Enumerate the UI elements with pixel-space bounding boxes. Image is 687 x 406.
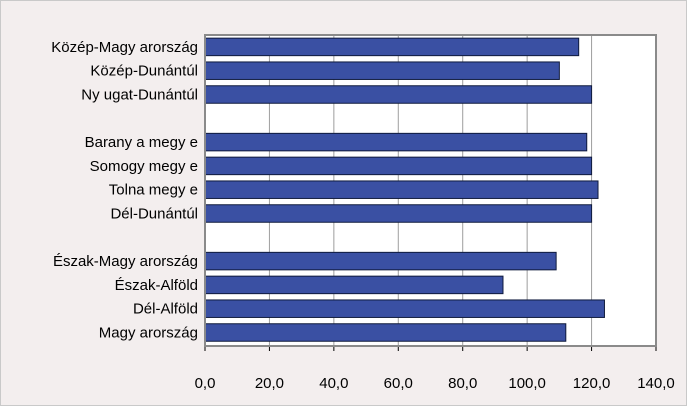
x-tick-label: 60,0: [384, 375, 413, 392]
bar: [204, 180, 599, 199]
bar: [204, 85, 593, 104]
category-label: Magy arország: [99, 325, 198, 342]
bar: [204, 275, 504, 295]
bar: [204, 323, 567, 342]
x-tick-label: 120,0: [573, 375, 611, 392]
category-label: Közép-Magy arország: [51, 39, 198, 56]
x-tick-label: 20,0: [255, 375, 284, 392]
bar: [204, 61, 560, 80]
category-label: Somogy megy e: [90, 158, 198, 175]
x-tick-label: 0,0: [195, 375, 216, 392]
category-label: Közép-Dunántúl: [90, 63, 198, 80]
category-label: Dél-Dunántúl: [110, 206, 198, 223]
bar: [204, 37, 580, 57]
category-label: Barany a megy e: [85, 134, 198, 151]
bar: [204, 156, 593, 176]
x-tick-label: 40,0: [319, 375, 348, 392]
bar: [204, 251, 557, 271]
category-labels: Közép-Magy arország Közép-Dunántúl Ny ugat…: [51, 39, 198, 342]
bar: [204, 132, 588, 152]
category-label: Tolna megy e: [109, 182, 198, 199]
bar: [204, 299, 605, 318]
plot-border: [204, 34, 657, 347]
category-label: Észak-Magy arország: [53, 253, 198, 270]
x-tick-label: 100,0: [508, 375, 546, 392]
category-label: Ny ugat-Dunántúl: [81, 87, 198, 104]
bar: [204, 204, 593, 223]
x-tick-label: 80,0: [448, 375, 477, 392]
category-label: Észak-Alföld: [115, 277, 198, 294]
bars: [204, 37, 605, 342]
category-label: Dél-Alföld: [133, 301, 198, 318]
x-tick-label: 140,0: [637, 375, 675, 392]
x-axis: 0,0 20,0 40,0 60,0 80,0 100,0 120,0 140,0: [195, 345, 675, 392]
